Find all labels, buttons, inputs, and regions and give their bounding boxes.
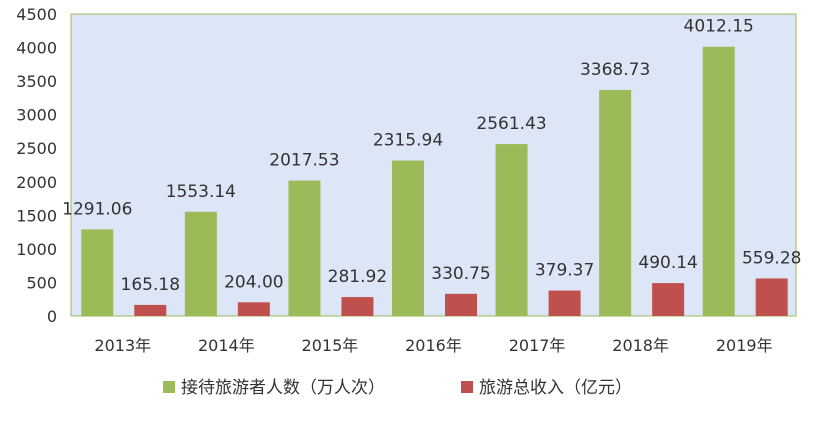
y-tick-label: 4000: [16, 39, 57, 58]
data-label-visitors: 2315.94: [373, 131, 443, 151]
bar-revenue: [237, 302, 270, 316]
x-tick-label: 2018年: [612, 336, 669, 355]
data-label-visitors: 1291.06: [62, 199, 132, 219]
bar-revenue: [652, 283, 685, 316]
data-label-revenue: 165.18: [121, 275, 180, 295]
data-label-revenue: 204.00: [224, 272, 283, 292]
bar-visitors: [288, 180, 321, 316]
x-axis: 2013年 2014年 2015年 2016年 2017年 2018年 2019年: [94, 336, 772, 355]
data-label-revenue: 490.14: [638, 253, 697, 273]
bar-revenue: [755, 278, 788, 316]
legend-label-revenue: 旅游总收入（亿元）: [479, 378, 632, 398]
x-tick-label: 2014年: [198, 336, 255, 355]
x-tick-label: 2013年: [94, 336, 151, 355]
legend-swatch-visitors: [163, 381, 175, 393]
x-tick-label: 2015年: [302, 336, 359, 355]
data-label-visitors: 2017.53: [269, 151, 339, 171]
bar-visitors: [495, 144, 528, 316]
data-label-revenue: 330.75: [431, 264, 490, 284]
y-tick-label: 3000: [16, 106, 57, 125]
y-tick-label: 1500: [16, 206, 57, 225]
bar-visitors: [599, 89, 632, 317]
data-labels: 1291.06 1553.14 2017.53 2315.94 2561.43 3368.…: [62, 17, 801, 295]
bar-visitors: [392, 160, 424, 316]
y-tick-label: 4500: [16, 5, 57, 24]
bar-revenue: [134, 304, 167, 316]
bar-revenue: [548, 290, 581, 316]
legend-label-visitors: 接待旅游者人数（万人次）: [181, 378, 385, 398]
bar-visitors: [81, 229, 114, 316]
bar-visitors: [702, 46, 735, 317]
bar-revenue: [341, 297, 374, 316]
data-label-revenue: 559.28: [742, 248, 801, 268]
data-label-visitors: 2561.43: [476, 114, 546, 134]
y-tick-label: 2000: [16, 173, 57, 192]
x-tick-label: 2017年: [509, 336, 566, 355]
y-tick-label: 3500: [16, 72, 57, 91]
bar-revenue: [445, 293, 477, 316]
y-axis: 0 500 1000 1500 2000 2500 3000 3500 4000 4500: [16, 5, 57, 326]
y-tick-label: 500: [26, 273, 57, 292]
data-label-revenue: 281.92: [328, 267, 387, 287]
y-tick-label: 1000: [16, 240, 57, 259]
bars: [81, 46, 788, 317]
data-label-visitors: 1553.14: [166, 182, 236, 202]
legend: 接待旅游者人数（万人次） 旅游总收入（亿元）: [163, 378, 632, 398]
data-label-revenue: 379.37: [535, 261, 594, 281]
x-tick-label: 2016年: [405, 336, 462, 355]
y-tick-label: 2500: [16, 139, 57, 158]
data-label-visitors: 3368.73: [580, 60, 650, 80]
bar-visitors: [184, 211, 217, 316]
x-tick-label: 2019年: [716, 336, 773, 355]
y-tick-label: 0: [47, 307, 57, 326]
legend-swatch-revenue: [461, 381, 473, 393]
data-label-visitors: 4012.15: [684, 17, 754, 37]
